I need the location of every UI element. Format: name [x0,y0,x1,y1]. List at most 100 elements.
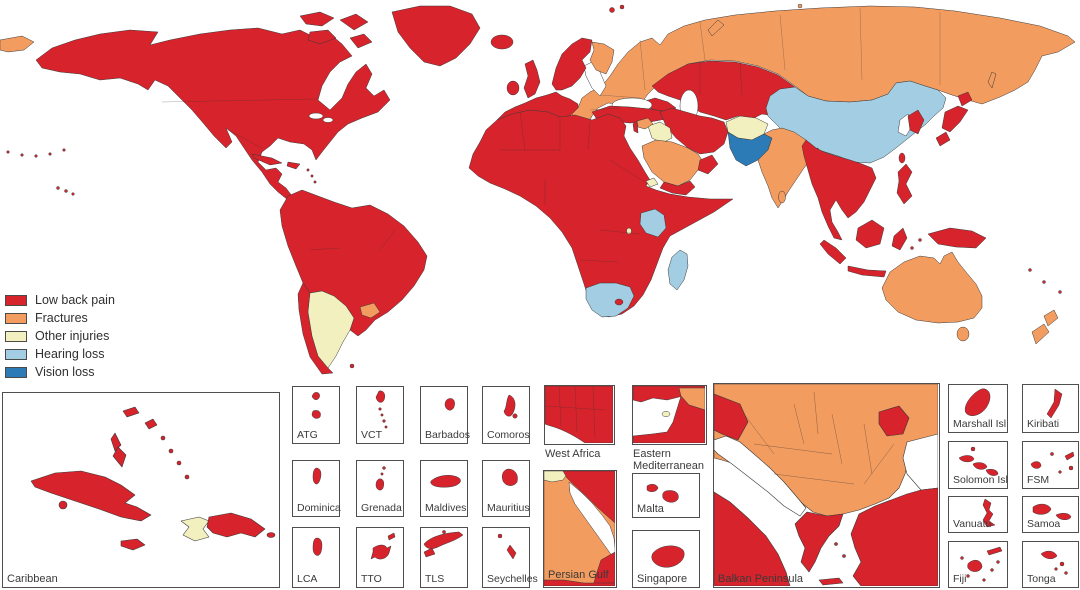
inset-marshall: Marshall Isl [948,384,1008,433]
legend-swatch-low-back-pain [5,294,27,306]
fiji-sliver [986,546,1003,556]
world-map [0,3,1076,375]
samoa-island-2 [1055,513,1072,520]
pg-iraq [544,471,570,483]
vct-dot-2 [380,413,384,417]
bahamas-6 [168,448,174,454]
region-hawaii-1 [56,186,60,190]
legend-swatch-hearing-loss [5,348,27,360]
kiribati-atoll [1046,388,1063,419]
inset-eastern-mediterranean-label: Eastern Mediterranean [633,448,704,472]
haiti [180,516,210,542]
inset-balkan: Balkan Peninsula [713,383,940,588]
balkan-black-sea [902,433,938,491]
region-falklands [349,363,355,369]
region-sumatra [819,239,847,265]
inset-west-africa-label: West Africa [545,448,601,460]
legend-item-other-injuries: Other injuries [5,327,115,345]
vct-main [375,390,386,403]
region-chukotka-wrap [0,35,35,53]
inset-eastern-mediterranean [632,385,707,445]
region-svalbard-1 [609,7,615,13]
dominican-republic [206,512,266,538]
vct-dot-1 [378,407,382,411]
em-label-line2: Mediterranean [633,460,704,472]
region-africa [468,109,734,318]
seychelles-main [506,544,517,560]
tonga-dot-3 [1054,567,1058,571]
barbados-island [444,398,455,411]
region-arctic-island-3 [307,29,337,45]
grenada-main [375,478,385,491]
region-korea [907,109,925,135]
map-legend: Low back pain Fractures Other injuries H… [5,291,115,381]
legend-item-vision-loss: Vision loss [5,363,115,381]
bahamas-8 [184,474,190,480]
balkan-adriatic-sea [714,435,807,517]
isla-juventud [58,500,68,510]
samoa-island-1 [1032,503,1052,515]
region-djibouti [645,177,659,188]
atg-island-1 [311,392,320,400]
region-sakhalin [987,71,997,89]
inset-tonga: Tonga [1022,541,1079,588]
great-lake-2 [322,117,334,123]
inset-caribbean: Caribbean [2,392,280,588]
malta-main [662,490,679,503]
region-aleutians-4 [48,152,52,156]
tonga-dot-1 [1059,561,1065,567]
region-yemen [659,180,696,196]
region-aleutians-3 [34,154,38,158]
region-hawaii-3 [71,192,75,196]
region-lesotho [614,298,624,306]
balkan-italy-south [714,491,791,586]
region-hawaii-2 [64,189,68,193]
vanuatu-chain [982,498,996,528]
region-iraq [647,121,673,144]
legend-label-fractures: Fractures [35,311,88,325]
fsm-island-3 [1064,451,1075,461]
region-arctic-island-2 [339,13,369,31]
bahamas-4 [112,446,127,468]
region-moluccas-1 [910,246,914,250]
solomon-dot [970,446,976,452]
bahamas-2 [144,418,158,430]
region-uk [523,59,541,99]
region-pacific-isle-3 [1058,290,1062,294]
region-aleutians-5 [62,148,66,152]
pg-south-strip [544,579,615,586]
inset-maldives: Maldives [420,460,468,517]
region-oman [697,154,719,175]
region-pacific-isle-1 [1028,268,1032,272]
region-iceland [490,34,514,50]
region-borneo [855,219,885,249]
bahamas-3 [110,432,122,452]
region-ireland [506,80,520,96]
region-svalbard-2 [619,4,625,10]
fiji-dot-4 [996,560,1000,564]
bahamas-7 [176,460,182,466]
region-kenya [639,208,667,238]
inset-lca: LCA [292,527,340,588]
region-aleutians-1 [6,150,10,154]
vct-dot-4 [384,425,388,429]
region-java [847,265,887,278]
marshall-island [964,388,991,416]
inset-caribbean-map [30,406,276,551]
region-greenland [391,5,481,67]
region-pacific-isle-2 [1042,280,1046,284]
region-syria [636,117,654,130]
region-sulawesi [891,227,908,251]
atg-island-2 [311,410,321,419]
inset-barbados: Barbados [420,386,470,444]
internal-borders [161,7,941,263]
legend-label-other-injuries: Other injuries [35,329,110,343]
inset-solomon: Solomon Isl [948,441,1008,489]
legend-label-low-back-pain: Low back pain [35,293,115,307]
dominica-island [312,467,322,485]
legend-label-hearing-loss: Hearing loss [35,347,105,361]
cuba [30,470,152,522]
fiji-dot-1 [960,556,964,560]
comoros-dot [512,413,518,419]
